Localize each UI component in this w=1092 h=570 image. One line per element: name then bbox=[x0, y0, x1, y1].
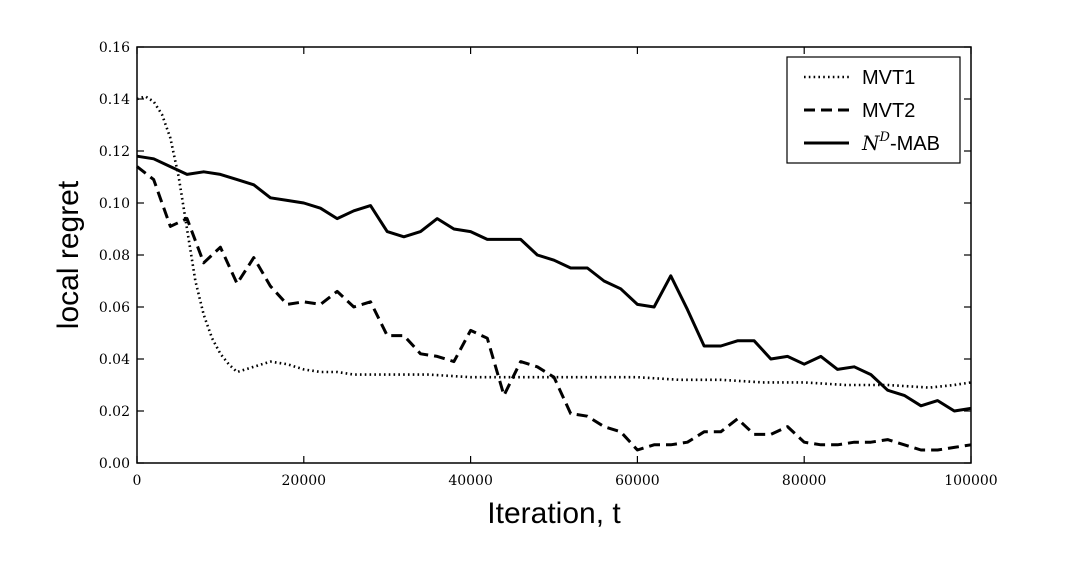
series-line-nd-mab bbox=[136, 154, 972, 413]
legend-label: MVT1 bbox=[862, 67, 915, 89]
x-tick-label: 0 bbox=[133, 473, 142, 489]
y-tick-label: 0.06 bbox=[99, 300, 130, 316]
y-axis: 0.00 0.02 0.04 0.06 0.08 0.10 0.12 0.14 0.16 bbox=[99, 40, 971, 472]
x-tick-label: 40000 bbox=[448, 473, 493, 489]
y-tick-label: 0.02 bbox=[99, 404, 130, 420]
x-tick-label: 100000 bbox=[944, 473, 997, 489]
x-tick-label: 60000 bbox=[615, 473, 660, 489]
x-axis: 0 20000 40000 60000 80000 100000 bbox=[133, 47, 998, 489]
y-axis-title: local regret bbox=[52, 180, 85, 329]
y-tick-label: 0.08 bbox=[99, 248, 130, 264]
x-tick-label: 20000 bbox=[282, 473, 327, 489]
y-tick-label: 0.04 bbox=[99, 352, 130, 368]
series-line-mvt1 bbox=[136, 95, 972, 389]
legend: MVT1 MVT2 ND-MAB bbox=[786, 56, 961, 164]
y-tick-label: 0.16 bbox=[99, 40, 130, 56]
y-tick-label: 0.14 bbox=[99, 92, 130, 108]
x-tick-label: 80000 bbox=[782, 473, 827, 489]
plot-series-group bbox=[136, 95, 972, 452]
series-line-mvt2 bbox=[136, 165, 972, 452]
legend-label: ND-MAB bbox=[861, 130, 940, 155]
legend-box bbox=[786, 56, 961, 164]
y-tick-label: 0.00 bbox=[99, 456, 130, 472]
y-tick-label: 0.10 bbox=[99, 196, 130, 212]
x-axis-title: Iteration, t bbox=[487, 497, 621, 530]
legend-label: MVT2 bbox=[862, 100, 915, 122]
y-tick-label: 0.12 bbox=[99, 144, 130, 160]
